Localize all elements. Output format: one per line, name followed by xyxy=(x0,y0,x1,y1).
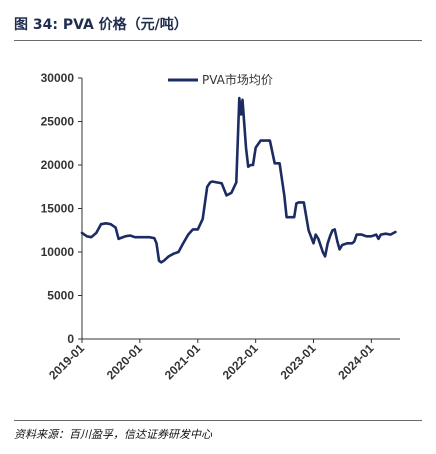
x-tick-label: 2023-01 xyxy=(278,341,319,382)
y-tick-label: 15000 xyxy=(41,202,75,216)
y-tick-label: 20000 xyxy=(41,158,75,172)
y-tick-label: 0 xyxy=(67,332,74,346)
y-tick-label: 5000 xyxy=(47,289,74,303)
x-tick-label: 2019-01 xyxy=(46,341,87,382)
legend-label: PVA市场均价 xyxy=(202,72,273,87)
series-group xyxy=(80,96,397,264)
y-tick-label: 30000 xyxy=(41,71,75,85)
x-tick-label: 2021-01 xyxy=(162,341,203,382)
source-rule xyxy=(14,420,422,421)
source-note: 资料来源：百川盈孚，信达证券研发中心 xyxy=(14,428,212,441)
y-tick-label: 10000 xyxy=(41,245,75,259)
y-axis: 0 5000 10000 15000 20000 25000 30000 xyxy=(41,71,83,346)
x-tick-label: 2024-01 xyxy=(335,341,376,382)
figure-title: 图 34: PVA 价格（元/吨） xyxy=(14,17,188,33)
title-rule xyxy=(14,40,422,41)
y-tick-label: 25000 xyxy=(41,115,75,129)
series-line xyxy=(80,96,397,264)
x-tick-label: 2020-01 xyxy=(104,341,145,382)
x-tick-label: 2022-01 xyxy=(220,341,261,382)
x-axis: 2019-01 2020-01 2021-01 2022-01 2023-01 2024-… xyxy=(46,338,400,382)
legend: PVA市场均价 xyxy=(168,72,273,87)
